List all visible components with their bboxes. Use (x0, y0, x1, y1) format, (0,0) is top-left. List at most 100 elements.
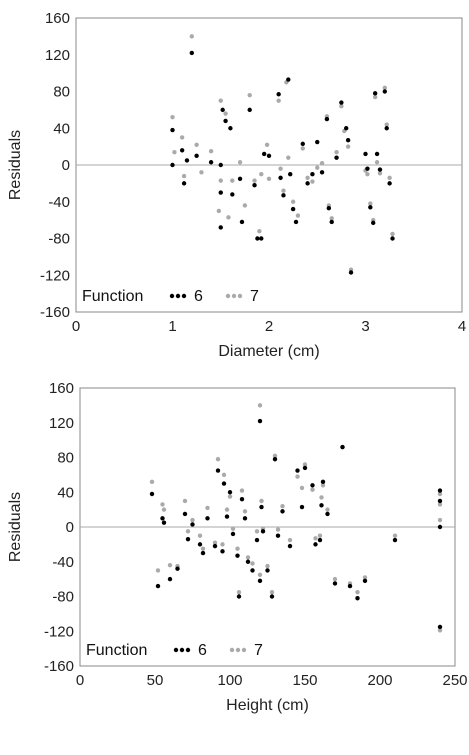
series-6-point (315, 139, 320, 145)
series-7-point (226, 215, 231, 220)
series-6-point (212, 543, 218, 549)
series-6-point (224, 514, 230, 519)
y-tick-label: -40 (52, 554, 74, 571)
series-6-point (170, 127, 175, 133)
series-7-point (218, 178, 223, 183)
series-7-point (329, 216, 334, 221)
series-6-point (265, 568, 270, 573)
series-7-point (259, 498, 264, 504)
series-6-point (247, 107, 252, 113)
series-6-point (269, 594, 275, 599)
series-6-point (185, 536, 191, 542)
series-7-point (278, 166, 283, 171)
series-7-point (287, 537, 293, 543)
series-6-point (181, 181, 187, 186)
series-7-point (205, 505, 210, 511)
series-6-point (223, 118, 228, 124)
series-7-point (230, 178, 235, 183)
series-7-point (218, 98, 223, 103)
series-7-point (242, 203, 248, 208)
series-6-point (230, 192, 235, 197)
series-7-point (269, 589, 275, 595)
series-7-point (172, 149, 177, 155)
y-tick-label: 0 (62, 157, 70, 174)
series-6-point (324, 116, 330, 122)
series-6-point (293, 219, 299, 225)
series-6-point (384, 126, 389, 131)
series-6-point (372, 91, 378, 96)
series-6-point (175, 566, 180, 571)
series-6-point (319, 170, 325, 175)
series-6-point (287, 543, 293, 549)
series-7-point (257, 572, 263, 577)
legend-marker-dot (175, 293, 181, 299)
series-6-point (167, 576, 173, 582)
series-7-point (332, 576, 338, 582)
series-6-point (377, 167, 383, 172)
series-7-point (189, 34, 194, 39)
series-6-point (228, 126, 233, 131)
series-6-point (334, 155, 339, 160)
y-tick-label: -40 (48, 194, 70, 211)
series-7-point (305, 175, 310, 181)
series-6-point (275, 533, 281, 538)
series-6-point (215, 468, 221, 473)
legend-marker-dot (173, 647, 179, 653)
series-6-point (237, 176, 243, 181)
y-tick-label: 120 (49, 415, 74, 432)
legend-label: 7 (254, 642, 263, 659)
legend-entry-7: 7 (225, 288, 259, 305)
legend-label: 6 (194, 288, 203, 305)
x-tick-label: 1 (168, 318, 176, 335)
series-7-point (313, 536, 318, 541)
x-tick-label: 250 (442, 672, 467, 689)
series-7-point (237, 160, 243, 165)
series-6-point (197, 542, 203, 547)
series-7-point (182, 498, 188, 504)
series-6-point (182, 511, 188, 517)
series-7-point (281, 188, 286, 193)
series-7-point (181, 173, 187, 179)
legend-marker-dot (169, 293, 175, 299)
series-6-point (387, 181, 392, 186)
series-7-point (437, 628, 443, 633)
series-6-point (382, 89, 387, 94)
series-6-point (149, 491, 155, 497)
legend-marker-dot (231, 293, 237, 299)
series-6-point (170, 162, 175, 168)
series-6-point (280, 509, 285, 514)
series-6-point (190, 522, 195, 527)
series-6-point (259, 236, 264, 241)
series-7-point (295, 474, 300, 479)
series-7-point (374, 160, 380, 165)
series-7-point (302, 462, 308, 467)
legend-marker-dot (235, 647, 241, 653)
series-7-point (239, 488, 245, 493)
y-tick-label: -80 (52, 589, 74, 606)
series-6-point (230, 531, 236, 537)
series-7-point (355, 589, 360, 595)
series-6-point (365, 166, 370, 171)
series-6-point (437, 624, 443, 630)
series-6-point (302, 465, 308, 471)
legend-entry-6: 6 (169, 288, 203, 305)
series-6-point (208, 160, 214, 165)
series-6-point (437, 498, 443, 504)
series-6-point (218, 225, 223, 230)
legend-marker-dot (179, 647, 185, 653)
series-6-point (220, 107, 225, 113)
legend-marker-dot (237, 293, 243, 299)
series-7-point (160, 502, 165, 507)
series-6-point (255, 236, 260, 241)
series-6-point (348, 270, 354, 275)
series-7-point (190, 517, 195, 523)
x-tick-label: 2 (265, 318, 273, 335)
legend-entry-6: 6 (173, 642, 207, 659)
series-7-point (320, 483, 326, 488)
series-7-point (365, 171, 370, 177)
series-7-point (368, 201, 373, 206)
series-7-point (276, 98, 281, 103)
series-6-point (290, 206, 296, 212)
